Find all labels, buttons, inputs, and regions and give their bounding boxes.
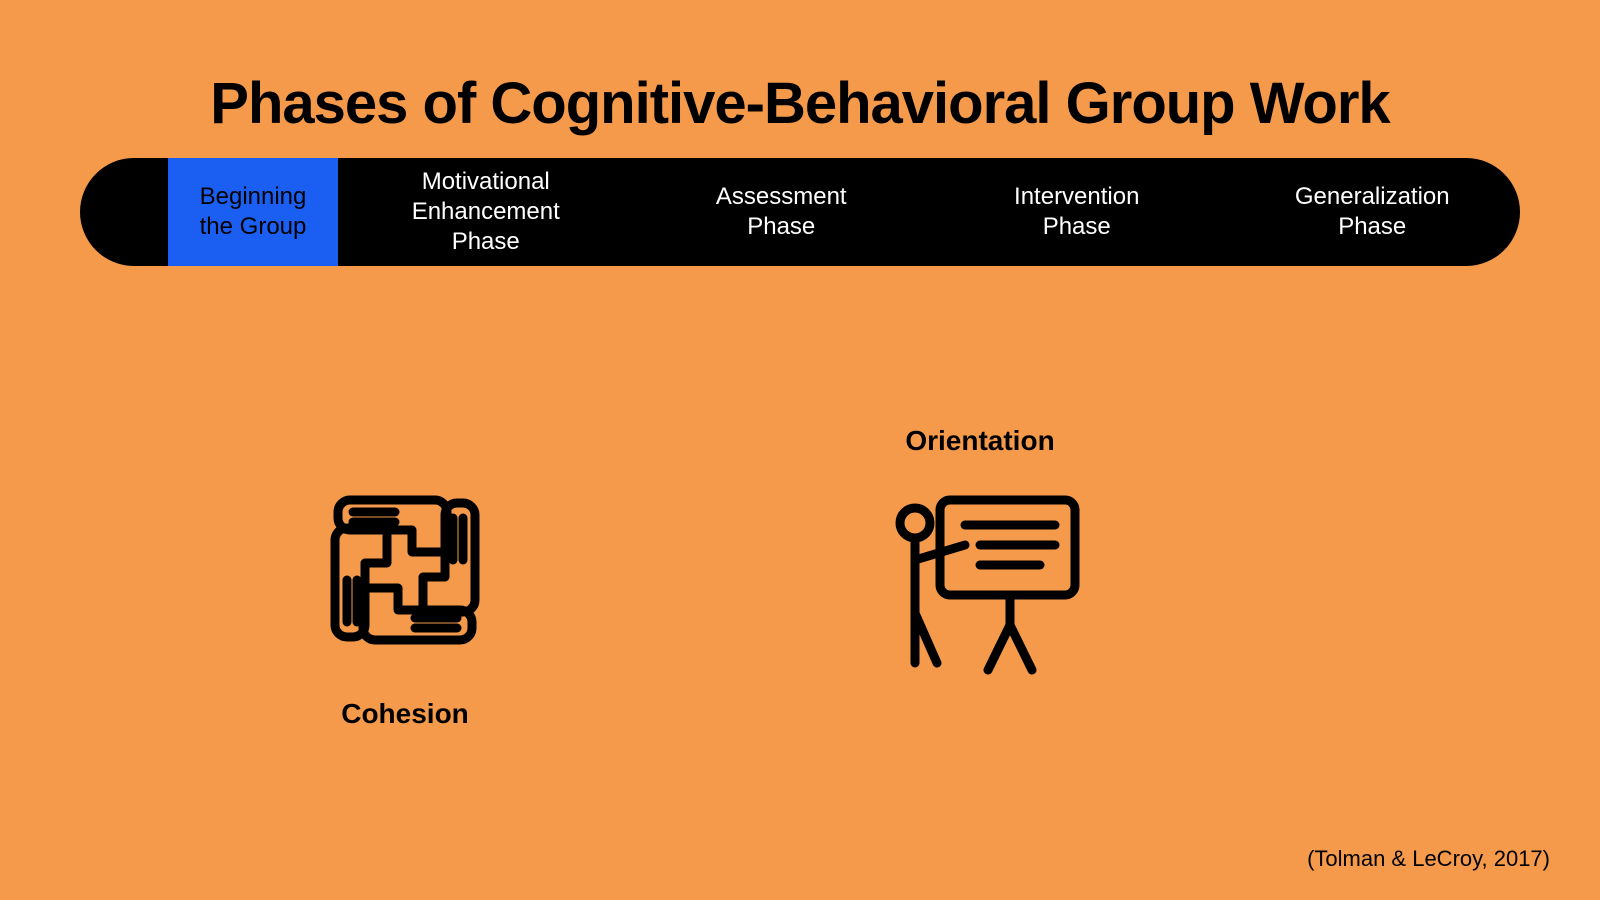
phase-label: AssessmentPhase <box>716 182 847 242</box>
phase-label: Beginningthe Group <box>200 182 307 242</box>
hands-unity-icon <box>295 460 515 680</box>
slide: Phases of Cognitive-Behavioral Group Wor… <box>0 0 1600 900</box>
phase-label: GeneralizationPhase <box>1295 182 1450 242</box>
phase-bar-spacer <box>80 158 168 266</box>
orientation-concept: Orientation <box>870 425 1090 695</box>
cohesion-label: Cohesion <box>341 698 469 730</box>
phase-bar: Beginningthe Group MotivationalEnhanceme… <box>80 158 1520 266</box>
slide-title: Phases of Cognitive-Behavioral Group Wor… <box>0 70 1600 137</box>
citation: (Tolman & LeCroy, 2017) <box>1307 846 1550 872</box>
orientation-label: Orientation <box>905 425 1054 457</box>
phase-generalization: GeneralizationPhase <box>1225 158 1521 266</box>
phase-intervention: InterventionPhase <box>929 158 1225 266</box>
presentation-icon <box>870 475 1090 695</box>
cohesion-concept: Cohesion <box>295 460 515 730</box>
phase-beginning: Beginningthe Group <box>168 158 338 266</box>
phase-label: InterventionPhase <box>1014 182 1139 242</box>
phase-motivational: MotivationalEnhancementPhase <box>338 158 634 266</box>
phase-assessment: AssessmentPhase <box>634 158 930 266</box>
phase-label: MotivationalEnhancementPhase <box>412 167 560 257</box>
